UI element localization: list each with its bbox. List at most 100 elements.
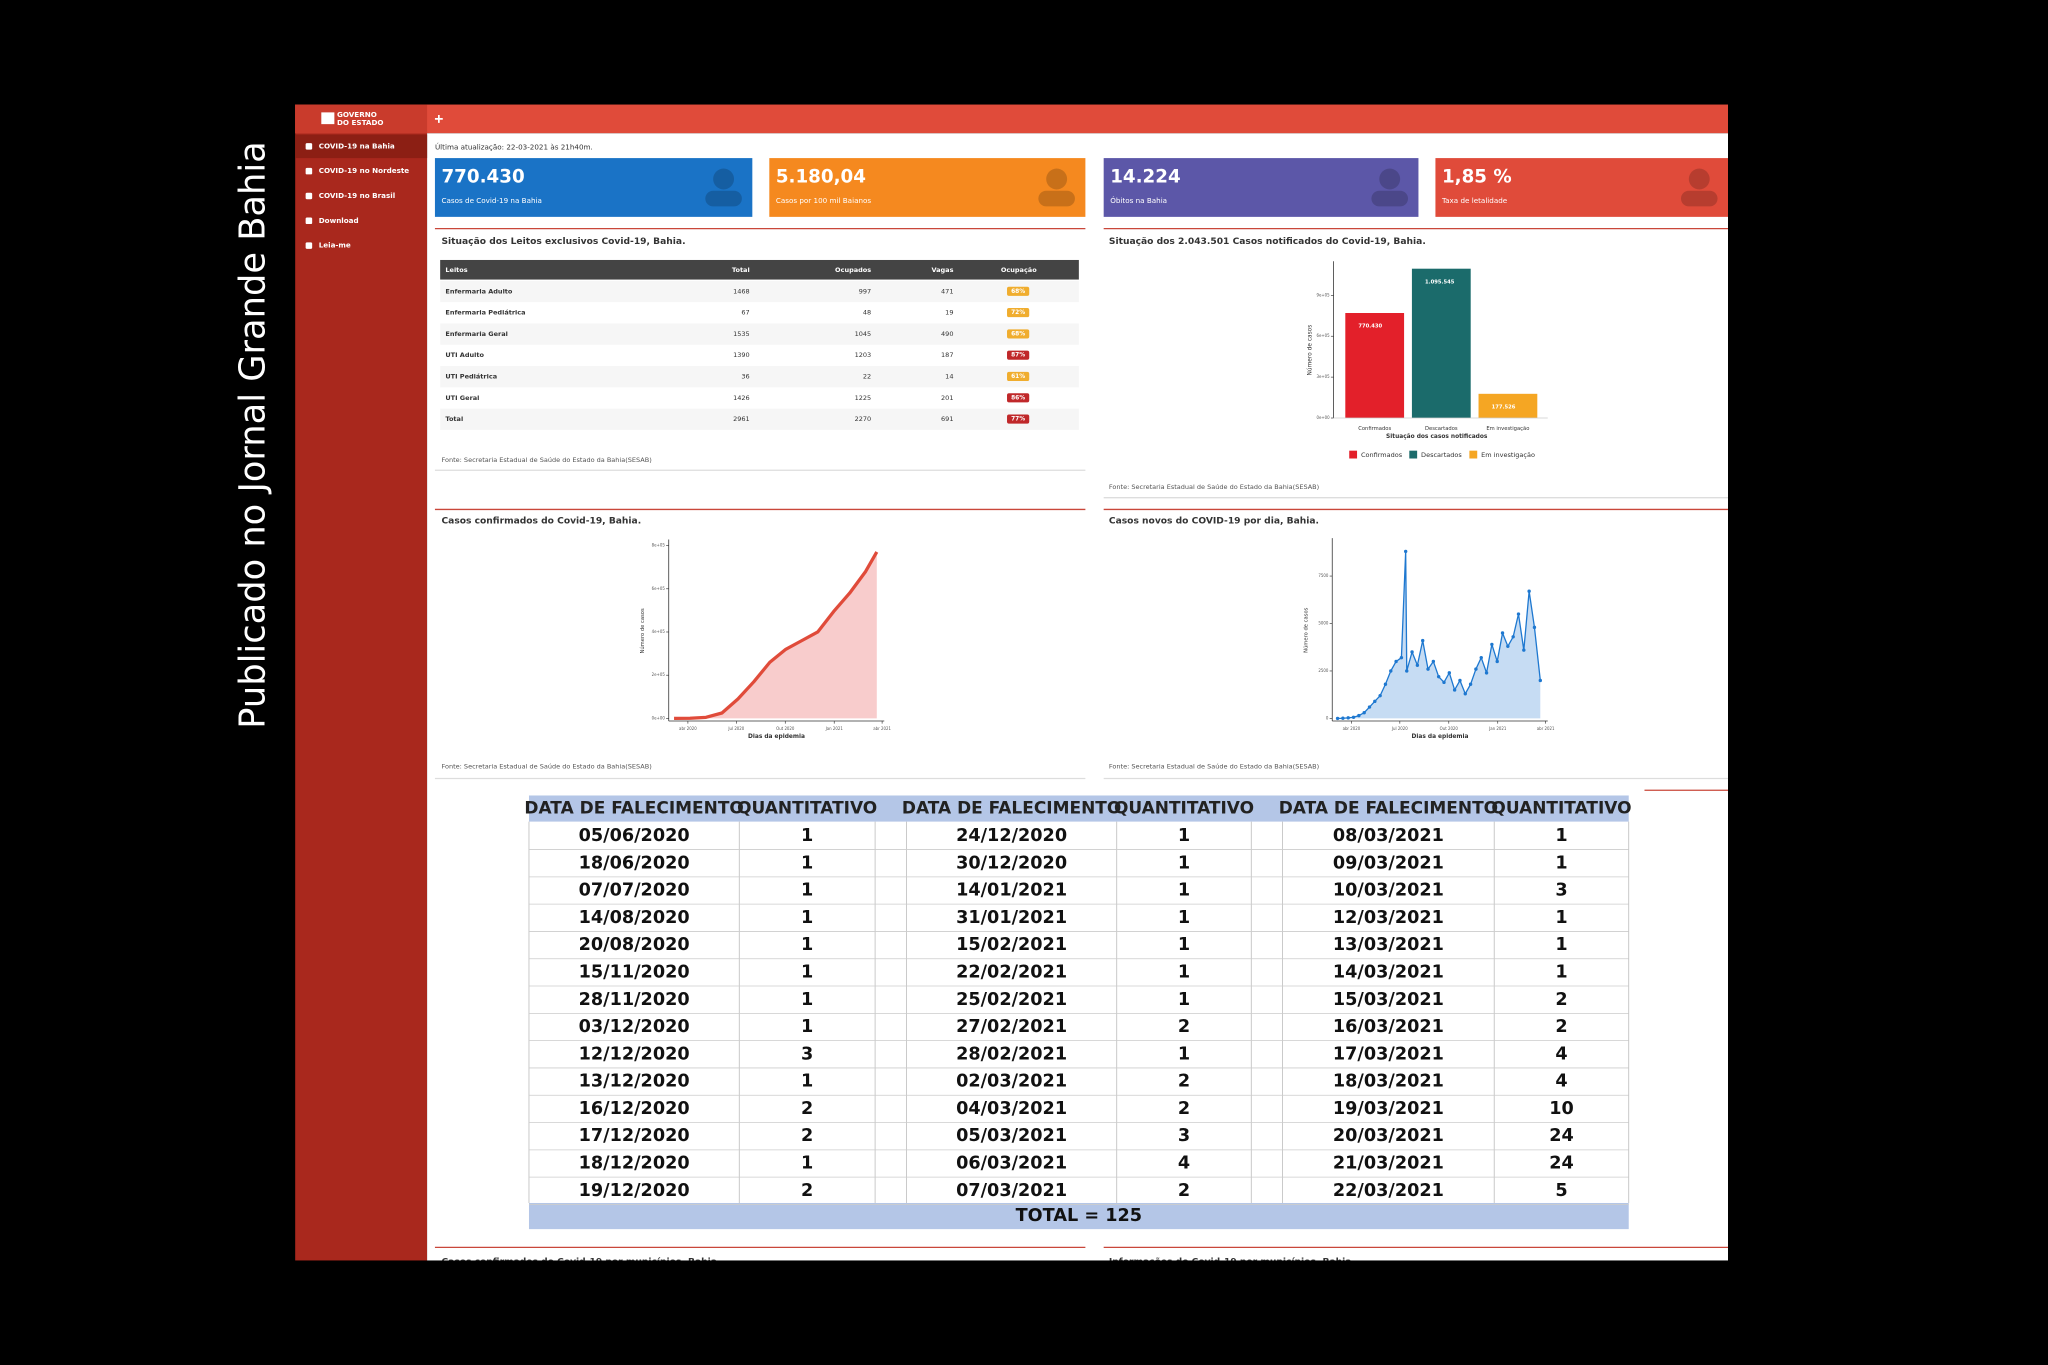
- column-header: Ocupação: [1001, 266, 1037, 274]
- panel-title: Informações do Covid-19 por municípios, …: [1109, 1257, 1355, 1267]
- legend-swatch: [1349, 450, 1358, 459]
- x-tick-label: abr 2020: [679, 726, 697, 731]
- column-header: DATA DE FALECIMENTO: [902, 799, 1121, 819]
- table-cell: 1390: [733, 351, 750, 359]
- table-cell: 4: [1555, 1044, 1567, 1064]
- top-bar: [295, 104, 1728, 134]
- table-overlay: [515, 788, 1645, 1234]
- x-axis-title: Dias da epidemia: [1412, 734, 1469, 740]
- point: [1442, 680, 1446, 685]
- table-cell: 09/03/2021: [1333, 853, 1444, 873]
- point: [1389, 669, 1393, 673]
- y-tick-label: 2500: [1318, 668, 1328, 673]
- table-cell: 15/02/2021: [956, 935, 1067, 955]
- source-note: Fonte: Secretaria Estadual de Saúde do E…: [1109, 763, 1319, 771]
- column-header: Ocupados: [835, 266, 871, 274]
- menu-item[interactable]: COVID-19 na Bahia: [319, 141, 395, 150]
- bar-label: 770.430: [1358, 324, 1382, 330]
- table-cell: UTI Geral: [445, 394, 479, 402]
- point: [1436, 674, 1441, 679]
- table-cell: 1: [1555, 962, 1567, 982]
- occupancy-value: 87%: [1011, 353, 1025, 359]
- bar: [1411, 268, 1471, 419]
- table-cell: 1: [1555, 935, 1567, 955]
- point: [1463, 692, 1467, 696]
- table-cell: 05/03/2021: [956, 1126, 1067, 1146]
- y-axis-title: Número de casos: [1307, 325, 1314, 376]
- table-cell: 17/12/2020: [579, 1126, 690, 1146]
- source-note: Fonte: Secretaria Estadual de Saúde do E…: [1109, 483, 1319, 491]
- menu-item[interactable]: COVID-19 no Nordeste: [319, 166, 410, 175]
- bar: [1478, 393, 1538, 419]
- menu-icon: [305, 167, 313, 175]
- point: [1431, 659, 1436, 664]
- table-cell: 22/02/2021: [956, 962, 1067, 982]
- x-tick-label: Jul 2020: [1391, 726, 1408, 731]
- menu-item[interactable]: COVID-19 no Brasil: [319, 191, 396, 200]
- y-tick-label: 0e+00: [652, 715, 666, 720]
- x-tick-label: Jan 2021: [825, 726, 844, 731]
- point: [1532, 625, 1537, 630]
- column-header: DATA DE FALECIMENTO: [524, 799, 743, 819]
- table-cell: 1: [1178, 853, 1190, 873]
- x-tick-label: Out 2020: [1440, 726, 1459, 731]
- table-cell: 10/03/2021: [1333, 881, 1444, 901]
- card-label: Casos por 100 mil Baianos: [776, 196, 872, 205]
- panel-title: Casos confirmados do Covid-19 por municí…: [441, 1257, 720, 1267]
- point: [1415, 663, 1420, 667]
- table-cell: 28/02/2021: [956, 1044, 1067, 1064]
- table-cell: 1: [801, 962, 813, 982]
- point: [1527, 589, 1531, 593]
- table-cell: 4: [1178, 1154, 1190, 1174]
- menu-toggle[interactable]: [434, 114, 443, 123]
- table-cell: 14/01/2021: [956, 881, 1067, 901]
- point: [1506, 644, 1510, 648]
- menu-item[interactable]: Download: [319, 216, 359, 225]
- card-icon: [1680, 190, 1718, 207]
- card-label: Casos de Covid-19 na Bahia: [441, 196, 541, 205]
- stat-card: [769, 158, 1086, 217]
- legend-label: Descartados: [1421, 451, 1462, 459]
- card-icon: [1371, 190, 1408, 207]
- table-cell: 07/03/2021: [956, 1181, 1067, 1201]
- x-tick-label: Out 2020: [776, 726, 795, 731]
- point: [1357, 713, 1361, 718]
- card-icon: [1379, 168, 1401, 190]
- point: [1495, 659, 1499, 664]
- table-total: TOTAL = 125: [1016, 1206, 1142, 1226]
- table-cell: 12/12/2020: [579, 1044, 690, 1064]
- table-cell: 1: [1178, 962, 1190, 982]
- point: [1452, 688, 1457, 692]
- y-tick-label: 6e+05: [1316, 333, 1330, 338]
- legend-label: Confirmados: [1361, 451, 1403, 459]
- table-cell: 02/03/2021: [956, 1072, 1067, 1092]
- sidebar: [295, 104, 428, 1261]
- table-cell: 1203: [855, 351, 872, 359]
- table-cell: 20/08/2020: [579, 935, 690, 955]
- menu-item[interactable]: Leia-me: [319, 241, 351, 250]
- point: [1351, 715, 1356, 719]
- point: [1500, 631, 1505, 635]
- bar: [1345, 313, 1405, 419]
- table-cell: 21/03/2021: [1333, 1154, 1444, 1174]
- table-total-row: [528, 1202, 1629, 1230]
- point: [1346, 716, 1350, 720]
- x-tick-label: Descartados: [1425, 426, 1458, 432]
- panel-title: Casos novos do COVID-19 por dia, Bahia.: [1109, 517, 1319, 527]
- occupancy-badge: [1007, 350, 1030, 360]
- point: [1399, 655, 1404, 660]
- table-cell: 2: [801, 1181, 813, 1201]
- legend-swatch: [1409, 450, 1418, 459]
- point: [1468, 682, 1473, 686]
- card-icon: [705, 190, 742, 207]
- occupancy-value: 68%: [1011, 331, 1025, 337]
- table-cell: 3: [801, 1044, 813, 1064]
- point: [1490, 642, 1494, 647]
- table-cell: 1: [1178, 990, 1190, 1010]
- table-cell: 15/03/2021: [1333, 990, 1444, 1010]
- card-icon: [1038, 190, 1075, 207]
- table-cell: 2961: [733, 415, 750, 423]
- occupancy-badge: [1007, 286, 1030, 296]
- table-cell: 27/02/2021: [956, 1017, 1067, 1037]
